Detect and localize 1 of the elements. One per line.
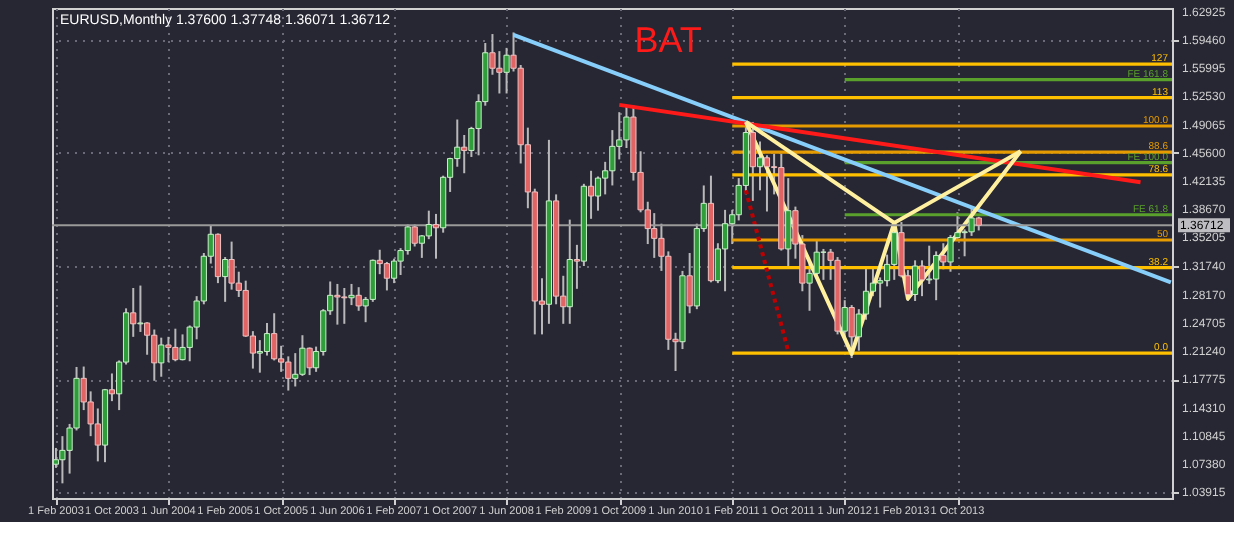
annotation: BAT <box>634 20 702 60</box>
